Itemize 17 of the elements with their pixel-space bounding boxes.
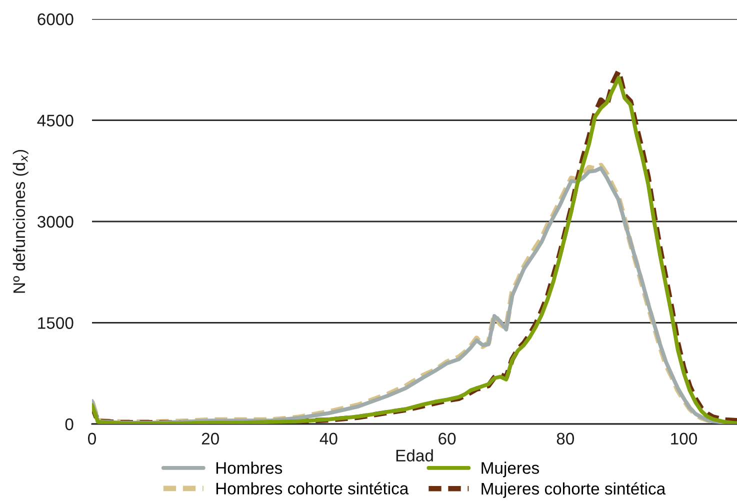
x-tick-label: 100 [671,432,697,445]
y-axis-title: Nº defunciones (d$_{x}$) [12,150,28,293]
x-axis-title: Edad [396,449,433,462]
y-tick-label: 4500 [37,114,74,126]
y-tick-label: 6000 [38,13,74,26]
legend-label: Hombres cohorte sintética [216,482,409,494]
legend-label: Mujeres [482,462,540,478]
x-tick-label: 20 [202,432,219,445]
legend-label: Hombres [216,462,282,474]
legend-label: Mujeres cohorte sintética [482,482,666,498]
x-tick-label: 40 [320,432,338,445]
x-tick-label: 0 [88,432,96,445]
x-tick-label: 60 [438,432,456,445]
y-tick-label: 1500 [38,317,74,329]
y-tick-label: 3000 [38,216,74,228]
x-tick-label: 80 [556,432,574,445]
y-tick-label: 0 [65,418,74,430]
